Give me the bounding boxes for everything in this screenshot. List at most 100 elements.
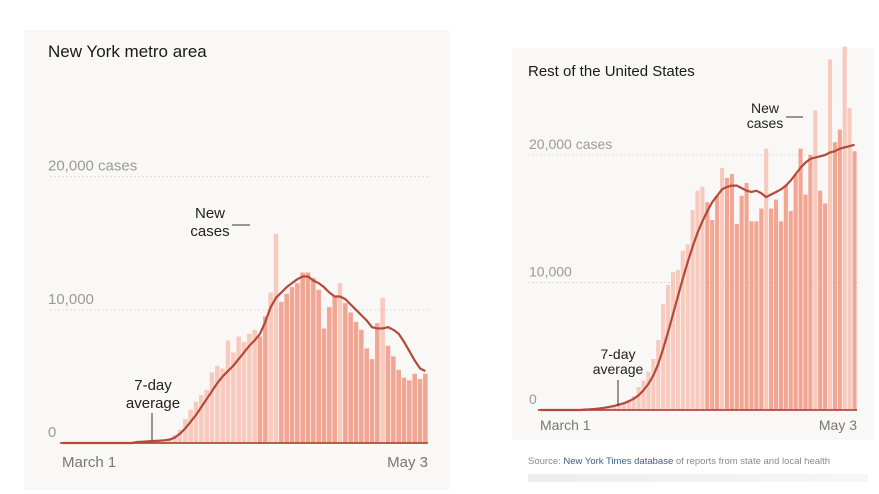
y-tick-label: 10,000 <box>529 264 572 280</box>
bar <box>311 277 316 443</box>
bar <box>813 110 818 410</box>
x-tick-end: May 3 <box>819 417 857 433</box>
bar <box>646 371 651 410</box>
annotation-average-text: 7-day <box>134 377 172 394</box>
annotation-new-cases-text: New <box>751 100 780 116</box>
bar <box>616 403 622 410</box>
average-line <box>540 143 855 412</box>
bar <box>651 359 656 410</box>
y-tick-label: 20,000 cases <box>529 136 612 152</box>
bar <box>369 359 375 443</box>
bar <box>710 220 715 410</box>
bar <box>305 272 311 443</box>
bar <box>818 190 823 410</box>
bar <box>332 296 337 443</box>
annotation-new-cases-text: cases <box>190 223 229 240</box>
bar <box>236 336 241 443</box>
bar <box>749 221 754 410</box>
bar <box>715 195 720 410</box>
bar <box>279 301 284 443</box>
bar <box>423 373 428 443</box>
bar <box>759 208 764 410</box>
bar <box>744 183 749 410</box>
bar <box>670 272 676 410</box>
bar <box>407 380 412 443</box>
bar <box>724 177 729 410</box>
x-tick-start: March 1 <box>540 417 591 433</box>
bar <box>193 401 199 443</box>
bar <box>729 174 734 410</box>
bar <box>348 312 353 443</box>
bar <box>773 199 779 410</box>
annotation-average-text: 7-day <box>600 346 635 362</box>
bar <box>391 356 396 443</box>
annotation-average-text: average <box>126 395 180 412</box>
annotation-new-cases-text: New <box>195 205 225 222</box>
bar <box>626 399 631 410</box>
bar <box>183 419 188 443</box>
bar <box>798 148 803 410</box>
bar <box>734 223 739 410</box>
chart-title-ny: New York metro area <box>48 42 207 61</box>
bar <box>803 194 808 410</box>
bar <box>636 387 641 410</box>
bar <box>666 285 671 410</box>
bar <box>793 174 798 410</box>
x-tick-end: May 3 <box>387 454 428 471</box>
source-label: Source: <box>528 456 561 467</box>
bar <box>220 368 225 443</box>
bar <box>225 340 231 443</box>
bar <box>209 372 215 443</box>
bar <box>337 283 343 443</box>
bar <box>321 328 327 443</box>
bar <box>832 142 837 410</box>
bar <box>739 195 744 410</box>
bar <box>631 395 636 410</box>
bar <box>695 190 700 410</box>
bar <box>204 389 209 443</box>
bar <box>641 380 646 410</box>
bar <box>690 209 695 410</box>
bar <box>375 323 380 443</box>
bar <box>359 329 364 443</box>
annotation-new-cases-text: cases <box>747 115 784 131</box>
bar <box>685 244 690 410</box>
bar <box>177 429 183 443</box>
source-link[interactable]: New York Times database <box>563 456 674 467</box>
bar <box>380 297 385 443</box>
bar <box>675 269 680 410</box>
bar <box>412 373 417 443</box>
bar <box>827 59 833 410</box>
bar <box>353 321 359 443</box>
bar <box>621 402 626 410</box>
source-note: Source: New York Times database of repor… <box>528 456 830 467</box>
source-faded-line <box>528 474 868 482</box>
source-text: of reports from state and local health <box>675 456 831 467</box>
y-tick-label: 20,000 cases <box>48 158 137 175</box>
y-tick-label: 0 <box>48 424 56 441</box>
bar <box>327 307 332 443</box>
bar <box>284 293 289 443</box>
bar <box>700 186 705 410</box>
annotation-average-text: average <box>593 361 644 377</box>
bar <box>417 379 423 443</box>
bar <box>808 155 813 410</box>
bar <box>837 129 842 410</box>
bar <box>257 336 263 443</box>
y-tick-label: 10,000 <box>48 291 94 308</box>
y-tick-label: 0 <box>529 391 537 407</box>
bar <box>847 107 852 410</box>
bar <box>612 404 617 410</box>
bar <box>252 329 257 443</box>
bar <box>754 221 759 410</box>
bar <box>385 345 391 443</box>
bar <box>823 203 828 410</box>
bar <box>215 365 220 443</box>
bar <box>231 352 236 443</box>
bar <box>199 395 204 443</box>
bar <box>247 333 252 443</box>
bar <box>172 435 177 443</box>
bar <box>343 303 348 443</box>
